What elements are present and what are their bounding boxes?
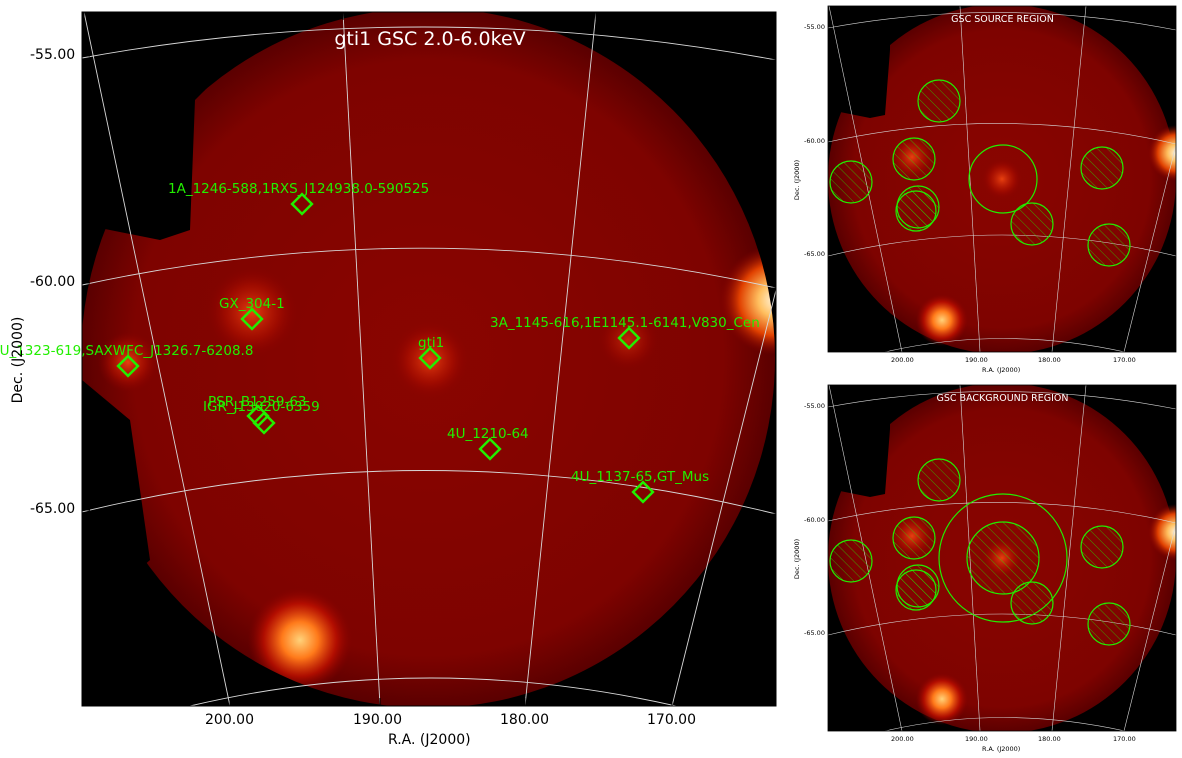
source-label: GX_304-1 [219,296,285,312]
plot-frame [81,11,777,707]
marker-1a1246 [290,192,314,216]
main-sky-map [81,11,777,707]
source-label: 4U_1210-64 [447,426,529,442]
y-axis-label: Dec. (J2000) [10,316,26,404]
target-region-circle [968,144,1038,214]
y-tick-label: -65.00 [804,629,825,637]
source-glow-right [720,245,775,355]
source-label: 3A_1145-616,1E1145.1-6141,V830_Cen [490,315,760,331]
y-tick-label: -55.00 [804,402,825,410]
source-glow-bottom [248,588,352,692]
source-label: PSR_B1259-63 [208,394,307,410]
x-tick-label: 180.00 [1038,356,1061,364]
marker-4u1323 [116,354,140,378]
source-region-circles [829,79,1131,267]
marker-igr13020 [252,411,276,435]
source-label: 1A_1246-588,1RXS_J124938.0-590525 [168,181,430,197]
y-tick-label: -65.00 [30,501,76,517]
x-tick-label: 170.00 [1113,735,1136,743]
source-label: IGR_J13020-6359 [203,399,320,415]
source-region-map [827,5,1177,353]
x-tick-label: 180.00 [500,712,549,728]
x-axis-label: R.A. (J2000) [982,366,1021,374]
background-region-map [827,384,1177,732]
y-tick-label: -55.00 [804,23,825,31]
x-tick-label: 170.00 [647,712,696,728]
marker-4u1210 [478,437,502,461]
y-tick-label: -60.00 [30,274,76,290]
masked-region [82,12,205,240]
source-markers [116,192,655,504]
coordinate-grid [82,12,776,706]
marker-psr1259 [246,404,270,428]
x-tick-label: 190.00 [965,356,988,364]
x-tick-label: 180.00 [1038,735,1061,743]
y-axis-label: Dec. (J2000) [793,159,801,201]
x-axis-label: R.A. (J2000) [388,732,471,748]
source-label: gti1 [418,335,445,351]
x-tick-label: 190.00 [965,735,988,743]
background-exclusion-circles [829,458,1131,646]
y-tick-label: -60.00 [804,137,825,145]
axis-ticks [82,12,776,706]
x-tick-label: 190.00 [353,712,402,728]
x-tick-label: 200.00 [891,735,914,743]
source-panel-title: GSC SOURCE REGION [951,14,1054,25]
marker-4u1137 [631,480,655,504]
y-tick-label: -65.00 [804,250,825,258]
background-annulus [938,493,1068,623]
source-label: 4U_1323-619,SAXWFC_J1326.7-6208.8 [0,343,254,359]
marker-3a1145 [617,326,641,350]
source-label: 4U_1137-65,GT_Mus [571,469,710,485]
main-title: gti1 GSC 2.0-6.0keV [334,28,526,50]
x-axis-label: R.A. (J2000) [982,745,1021,753]
y-tick-label: -55.00 [30,47,76,63]
marker-gti1 [418,346,442,370]
x-tick-label: 170.00 [1113,356,1136,364]
marker-gx304 [240,307,264,331]
source-glow-gti1 [392,322,468,398]
background-panel-title: GSC BACKGROUND REGION [936,393,1069,404]
x-tick-label: 200.00 [891,356,914,364]
y-axis-label: Dec. (J2000) [793,538,801,580]
x-tick-label: 200.00 [205,712,254,728]
source-glow-gx304 [207,267,297,357]
y-tick-label: -60.00 [804,516,825,524]
